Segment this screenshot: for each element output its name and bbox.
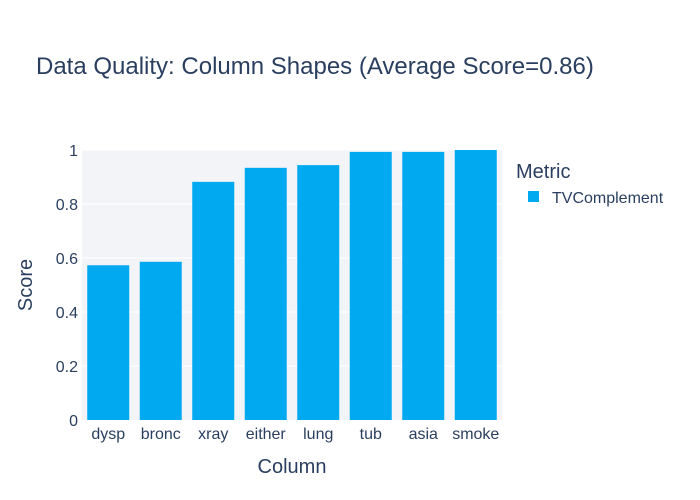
y-axis-ticks: 0 0.2 0.4 0.6 0.8 1 bbox=[56, 143, 78, 430]
bar-xray[interactable] bbox=[192, 181, 235, 420]
y-axis-title: Score bbox=[15, 259, 37, 311]
x-tick-label: bronc bbox=[141, 426, 181, 443]
legend: Metric TVComplement bbox=[516, 161, 664, 207]
x-tick-label: tub bbox=[360, 426, 382, 443]
y-tick-label: 1 bbox=[69, 143, 78, 160]
bar-either[interactable] bbox=[244, 167, 287, 420]
y-tick-label: 0.8 bbox=[56, 197, 78, 214]
chart-title: Data Quality: Column Shapes (Average Sco… bbox=[36, 53, 594, 80]
y-tick-label: 0.4 bbox=[56, 305, 78, 322]
legend-title: Metric bbox=[516, 161, 570, 183]
bar-tub[interactable] bbox=[349, 151, 392, 420]
bar-lung[interactable] bbox=[297, 165, 340, 420]
bar-dysp[interactable] bbox=[87, 265, 130, 420]
bar-smoke[interactable] bbox=[454, 150, 497, 420]
bar-asia[interactable] bbox=[402, 151, 445, 420]
x-tick-label: smoke bbox=[452, 426, 499, 443]
y-tick-label: 0 bbox=[69, 413, 78, 430]
y-tick-label: 0.2 bbox=[56, 359, 78, 376]
y-tick-label: 0.6 bbox=[56, 251, 78, 268]
x-tick-label: lung bbox=[303, 426, 333, 443]
x-axis-title: Column bbox=[258, 456, 327, 478]
bar-bronc[interactable] bbox=[139, 261, 182, 420]
x-tick-label: xray bbox=[198, 426, 228, 443]
x-tick-label: either bbox=[246, 426, 287, 443]
legend-item-label: TVComplement bbox=[552, 190, 664, 207]
x-axis-ticks: dysp bronc xray either lung tub asia smoke bbox=[91, 426, 499, 443]
x-tick-label: asia bbox=[409, 426, 438, 443]
legend-swatch bbox=[528, 191, 539, 202]
bars-group bbox=[87, 150, 497, 420]
x-tick-label: dysp bbox=[91, 426, 125, 443]
